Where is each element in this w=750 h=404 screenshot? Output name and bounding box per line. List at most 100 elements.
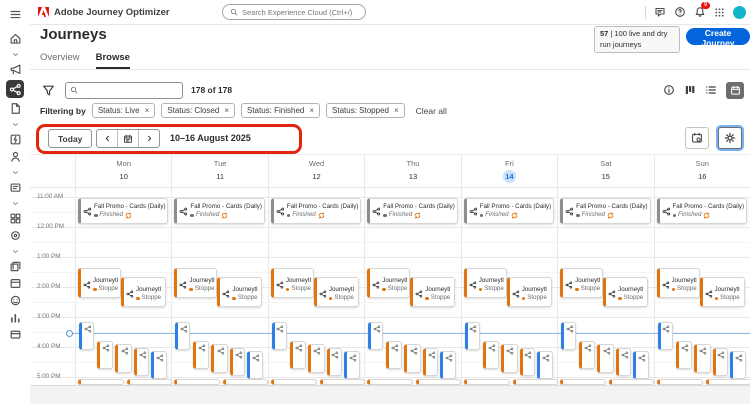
chip-close-icon[interactable]: × [393, 106, 399, 115]
event-mini[interactable] [729, 351, 746, 379]
sidebar-item-menu[interactable] [6, 6, 24, 23]
day-header[interactable]: Thu 13 [365, 155, 460, 189]
event-fall-promo[interactable]: Fall Promo - Cards (Daily) Finished [560, 198, 651, 224]
event-mini[interactable] [368, 322, 384, 350]
notifications-button[interactable]: 9 [694, 2, 710, 18]
event-mini[interactable] [326, 348, 342, 376]
event-mini[interactable] [289, 341, 306, 369]
global-search-input[interactable]: Search Experience Cloud (Ctrl+/) [222, 4, 366, 20]
event-mini[interactable] [175, 322, 191, 350]
info-icon[interactable] [663, 84, 675, 96]
event-mini[interactable] [343, 351, 360, 379]
date-picker-button[interactable] [117, 130, 138, 147]
clear-all-link[interactable]: Clear all [415, 105, 447, 116]
event-mini[interactable] [271, 322, 287, 350]
event-mini[interactable] [657, 322, 673, 350]
tab-browse[interactable]: Browse [95, 52, 130, 69]
sidebar-item-face[interactable] [6, 292, 24, 309]
filter-chip[interactable]: Status: Finished × [241, 103, 321, 118]
event-journey-stopped[interactable]: Journeytl Stoppe [410, 277, 456, 307]
event-mini[interactable] [134, 348, 149, 376]
sidebar-item-panel[interactable] [6, 275, 24, 292]
calendar-view-button[interactable] [726, 81, 744, 99]
event-journey-stopped[interactable]: Journeytl Stoppe [699, 277, 745, 307]
event-journey-stopped[interactable]: Journeytl Stoppe [174, 268, 218, 298]
event-fall-promo[interactable]: Fall Promo - Cards (Daily) Finished [270, 198, 362, 224]
display-settings-button[interactable] [685, 127, 709, 149]
event-clipped[interactable] [319, 379, 365, 385]
event-mini[interactable] [482, 341, 499, 369]
event-journey-stopped[interactable]: Journeytl Stoppe [603, 277, 649, 307]
calendar-preferences-button[interactable] [718, 127, 742, 149]
event-fall-promo[interactable]: Fall Promo - Cards (Daily) Finished [78, 198, 169, 224]
event-fall-promo[interactable]: Fall Promo - Cards (Daily) Finished [656, 198, 747, 224]
today-button[interactable]: Today [48, 129, 93, 148]
tab-overview[interactable]: Overview [40, 52, 80, 63]
day-header[interactable]: Wed 12 [269, 155, 364, 189]
event-mini[interactable] [115, 344, 132, 373]
event-journey-stopped[interactable]: Journeytl Stoppe [463, 268, 507, 298]
help-icon[interactable] [674, 6, 686, 18]
sidebar-item-grid[interactable] [6, 210, 24, 227]
sidebar-item-folders[interactable] [6, 258, 24, 275]
sidebar-item-chevron-down[interactable] [6, 165, 24, 179]
event-mini[interactable] [712, 348, 728, 376]
event-mini[interactable] [247, 351, 264, 379]
event-mini[interactable] [693, 344, 711, 373]
event-journey-stopped[interactable]: Journeytl Stoppe [217, 277, 263, 307]
journeys-search-input[interactable] [65, 81, 183, 99]
chip-close-icon[interactable]: × [224, 106, 229, 115]
next-week-button[interactable] [138, 130, 159, 147]
event-mini[interactable] [151, 351, 167, 379]
event-clipped[interactable] [127, 379, 172, 385]
app-switcher-icon[interactable] [714, 7, 725, 18]
sidebar-item-profile[interactable] [6, 148, 24, 165]
sidebar-item-chevron-down[interactable] [6, 47, 24, 61]
sidebar-item-chevron-down[interactable] [6, 117, 24, 131]
event-mini[interactable] [536, 351, 553, 379]
list-view-icon[interactable] [705, 84, 717, 96]
event-mini[interactable] [616, 348, 632, 376]
event-journey-stopped[interactable]: Journeytl Stoppe [270, 268, 314, 298]
event-fall-promo[interactable]: Fall Promo - Cards (Daily) Finished [367, 198, 458, 224]
event-mini[interactable] [404, 344, 422, 373]
event-fall-promo[interactable]: Fall Promo - Cards (Daily) Finished [463, 198, 555, 224]
chip-close-icon[interactable]: × [309, 106, 315, 115]
feedback-icon[interactable] [654, 6, 666, 18]
event-mini[interactable] [633, 351, 650, 379]
event-journey-stopped[interactable]: Journeytl Stoppe [78, 268, 121, 298]
sidebar-item-chevron-down[interactable] [6, 244, 24, 258]
filter-chip[interactable]: Status: Closed × [161, 103, 235, 118]
event-clipped[interactable] [416, 379, 462, 385]
event-journey-stopped[interactable]: Journeytl Stoppe [367, 268, 411, 298]
sidebar-item-card[interactable] [6, 326, 24, 343]
event-mini[interactable] [193, 341, 210, 369]
event-mini[interactable] [561, 322, 577, 350]
event-mini[interactable] [500, 344, 518, 373]
event-mini[interactable] [386, 341, 403, 369]
event-clipped[interactable] [656, 379, 703, 385]
event-clipped[interactable] [367, 379, 414, 385]
event-mini[interactable] [464, 322, 480, 350]
event-fall-promo[interactable]: Fall Promo - Cards (Daily) Finished [174, 198, 265, 224]
event-mini[interactable] [307, 344, 325, 373]
event-clipped[interactable] [512, 379, 558, 385]
event-clipped[interactable] [270, 379, 317, 385]
event-mini[interactable] [79, 322, 94, 350]
sidebar-item-ring[interactable] [6, 227, 24, 244]
event-mini[interactable] [519, 348, 535, 376]
event-mini[interactable] [579, 341, 596, 369]
prev-week-button[interactable] [97, 130, 117, 147]
sidebar-item-chart[interactable] [6, 309, 24, 326]
event-mini[interactable] [211, 344, 229, 373]
day-header[interactable]: Fri 14 [462, 155, 557, 189]
event-clipped[interactable] [78, 379, 124, 385]
day-header[interactable]: Tue 11 [172, 155, 267, 189]
column-settings-icon[interactable] [684, 84, 696, 96]
event-journey-stopped[interactable]: Journeytl Stoppe [656, 268, 700, 298]
day-header[interactable]: Mon 10 [76, 155, 171, 189]
event-mini[interactable] [597, 344, 615, 373]
event-clipped[interactable] [174, 379, 221, 385]
event-mini[interactable] [440, 351, 457, 379]
event-clipped[interactable] [609, 379, 655, 385]
